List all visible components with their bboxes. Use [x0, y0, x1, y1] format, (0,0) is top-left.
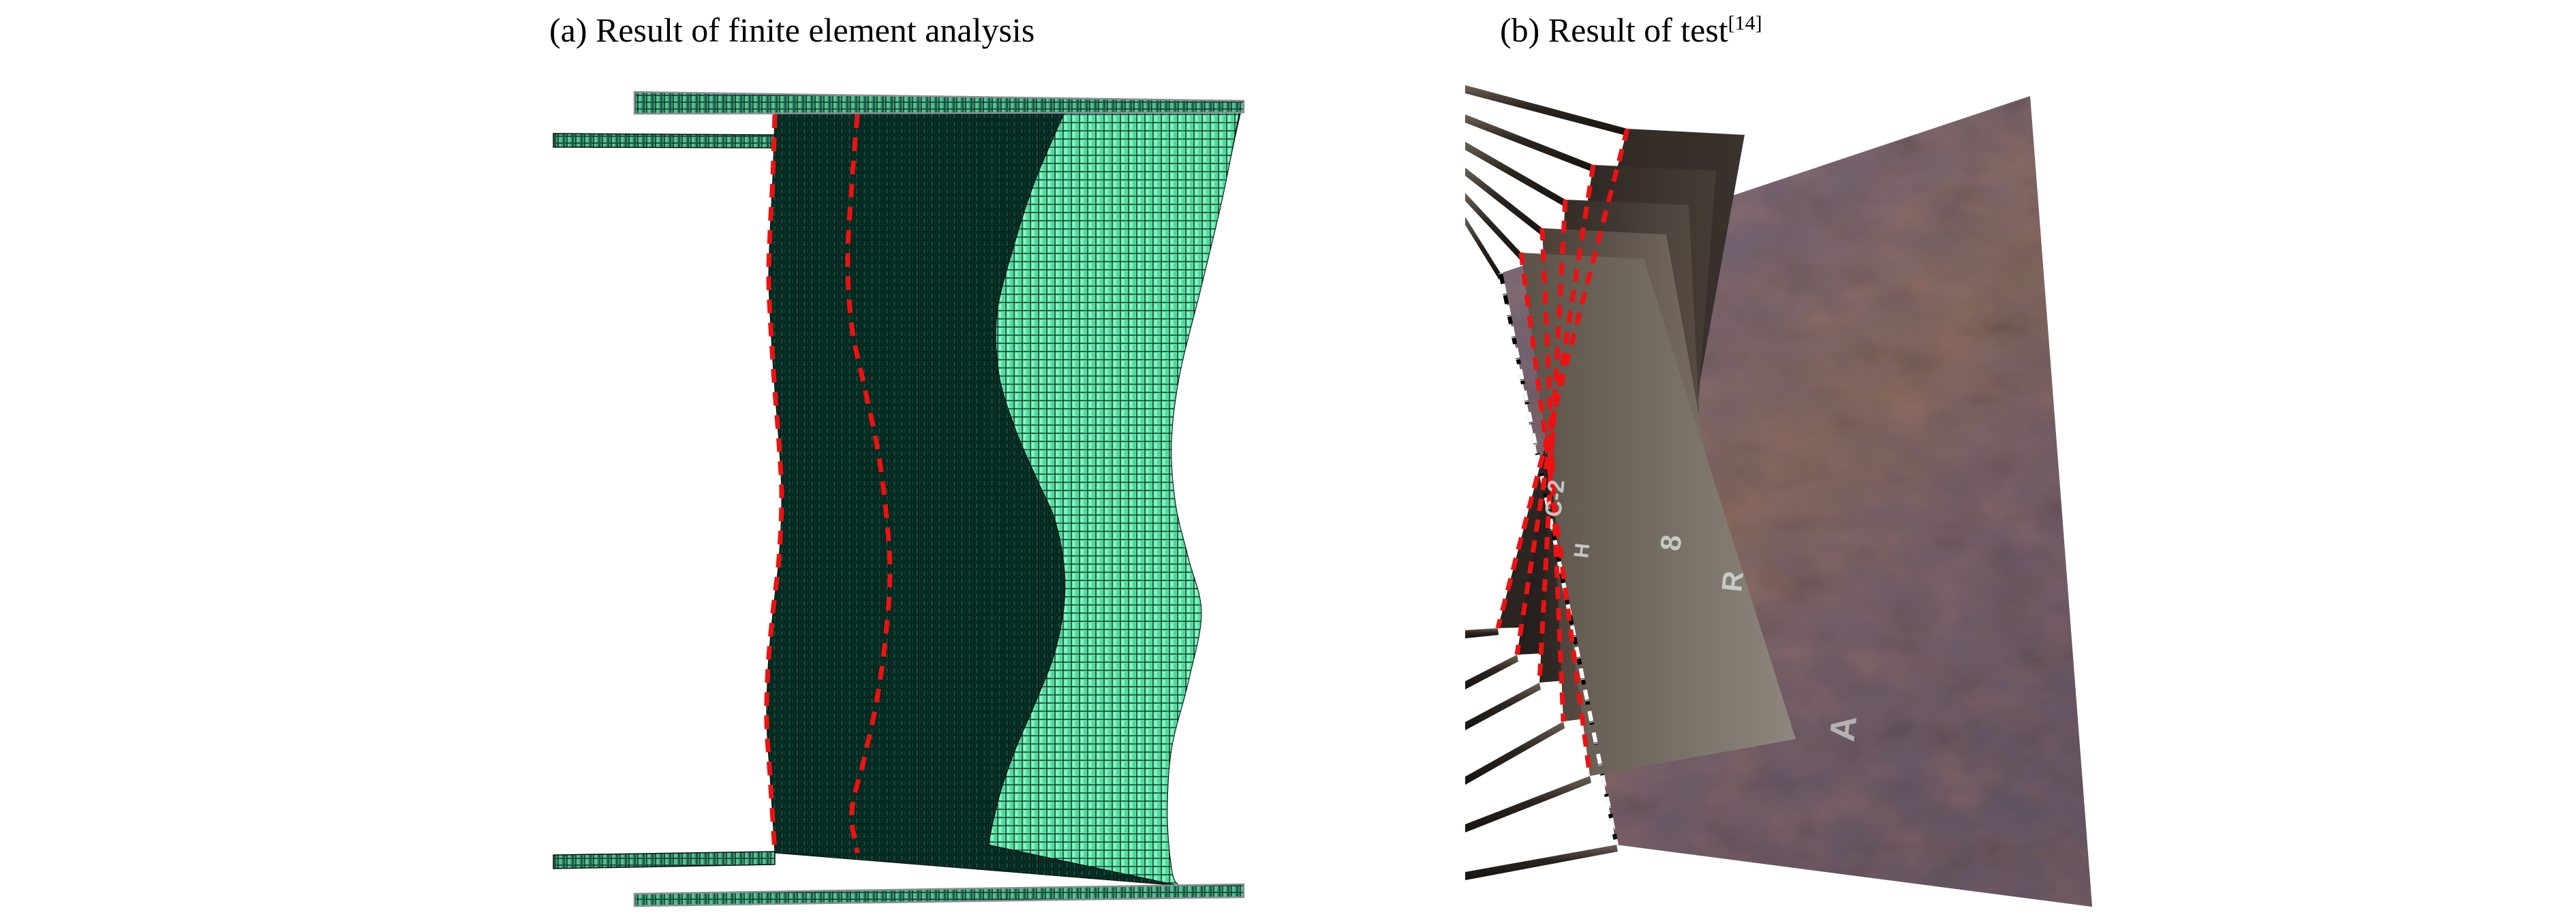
svg-text:C-2: C-2	[1540, 478, 1570, 518]
svg-text:8: 8	[1654, 533, 1687, 552]
svg-text:A: A	[1822, 714, 1865, 743]
svg-text:H: H	[1570, 542, 1594, 559]
svg-text:R: R	[1715, 570, 1749, 593]
